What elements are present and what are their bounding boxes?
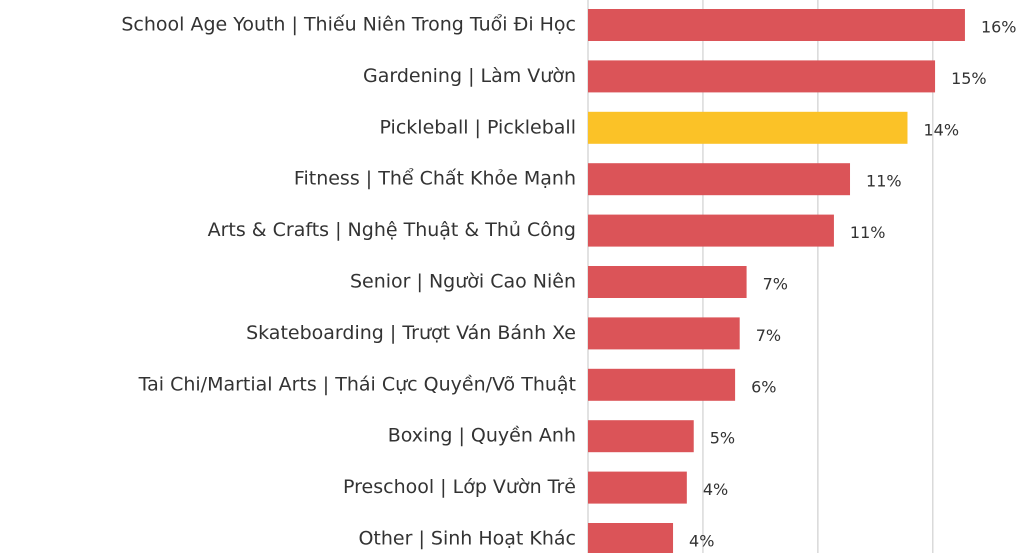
bar [588,111,908,144]
value-label: 5% [710,429,735,448]
value-label: 15% [951,69,987,88]
value-label: 11% [866,172,902,191]
bar [588,60,936,93]
value-label: 7% [756,326,781,345]
category-label: Tai Chi/Martial Arts | Thái Cực Quyền/Võ… [138,373,576,395]
bar [588,368,736,401]
bar [588,214,834,247]
value-label: 16% [981,18,1017,37]
category-label: Gardening | Làm Vườn [363,65,576,87]
value-label: 4% [689,532,714,551]
value-label: 7% [763,275,788,294]
category-label: Other | Sinh Hoạt Khác [358,528,576,550]
category-label: Fitness | Thể Chất Khỏe Mạnh [294,168,576,190]
bar [588,420,694,453]
bar [588,523,674,553]
bar [588,266,747,298]
value-label: 11% [850,223,886,242]
category-label: School Age Youth | Thiếu Niên Trong Tuổi… [121,14,576,36]
category-label: Boxing | Quyền Anh [388,425,576,447]
value-label: 4% [703,480,728,499]
category-label: Arts & Crafts | Nghệ Thuật & Thủ Công [208,219,576,241]
bar [588,317,740,350]
category-label: Preschool | Lớp Vườn Trẻ [343,476,576,498]
bar [588,471,687,504]
category-label: Skateboarding | Trượt Ván Bánh Xe [246,322,576,344]
value-label: 6% [751,377,776,396]
bar [588,163,851,196]
category-label: Pickleball | Pickleball [380,116,576,138]
value-label: 14% [923,120,959,139]
bar [588,9,965,41]
category-label: Senior | Người Cao Niên [350,271,576,293]
